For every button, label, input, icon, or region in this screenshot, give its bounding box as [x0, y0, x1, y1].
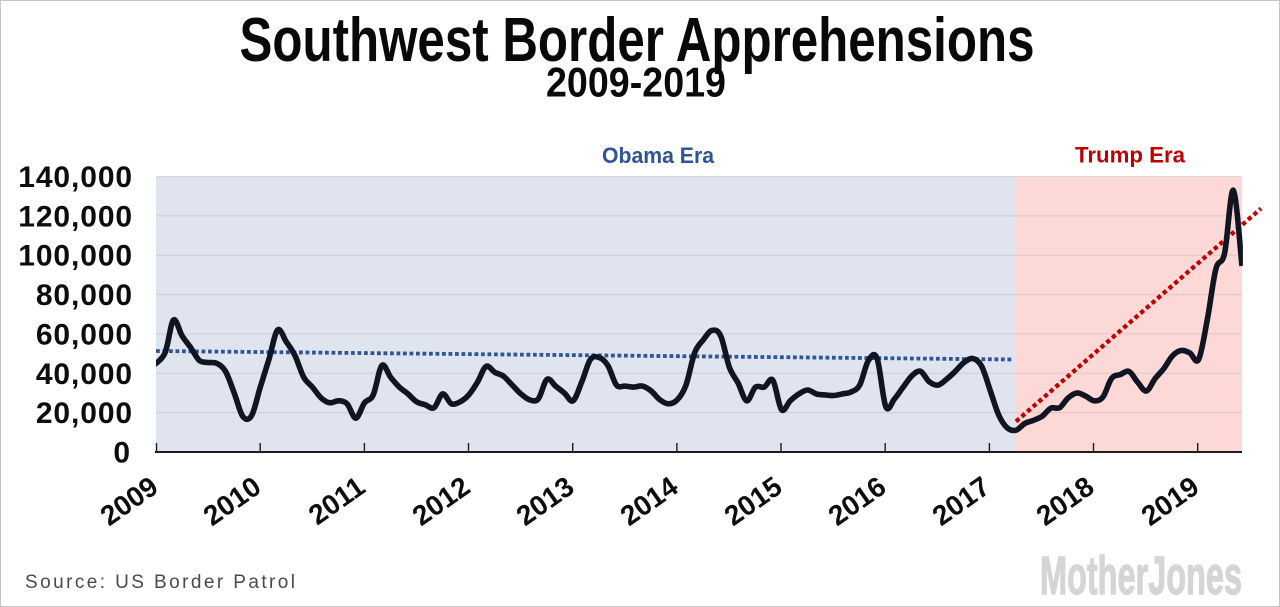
svg-text:20,000: 20,000: [36, 397, 133, 430]
svg-text:60,000: 60,000: [36, 318, 133, 351]
svg-text:2012: 2012: [407, 471, 476, 532]
svg-text:100,000: 100,000: [18, 240, 133, 273]
svg-text:2011: 2011: [303, 471, 371, 531]
svg-text:80,000: 80,000: [36, 279, 133, 312]
svg-text:2009-2019: 2009-2019: [546, 59, 726, 106]
svg-text:2013: 2013: [511, 471, 580, 532]
svg-text:2019: 2019: [1136, 471, 1205, 532]
svg-text:2009: 2009: [95, 471, 164, 532]
svg-text:2018: 2018: [1031, 471, 1100, 532]
svg-text:120,000: 120,000: [18, 200, 133, 233]
svg-text:2014: 2014: [615, 470, 684, 531]
svg-text:0: 0: [113, 437, 131, 470]
svg-text:Source: US Border Patrol: Source: US Border Patrol: [25, 572, 295, 593]
svg-text:40,000: 40,000: [36, 358, 133, 391]
svg-text:Obama Era: Obama Era: [602, 143, 715, 168]
svg-text:MotherJones: MotherJones: [1040, 546, 1242, 606]
svg-text:Southwest Border Apprehensions: Southwest Border Apprehensions: [240, 6, 1035, 75]
svg-text:2016: 2016: [823, 471, 892, 532]
svg-text:140,000: 140,000: [18, 161, 133, 194]
svg-text:2017: 2017: [927, 471, 996, 532]
svg-text:2010: 2010: [198, 471, 267, 532]
svg-text:2015: 2015: [719, 471, 788, 532]
svg-text:Trump Era: Trump Era: [1075, 143, 1186, 168]
